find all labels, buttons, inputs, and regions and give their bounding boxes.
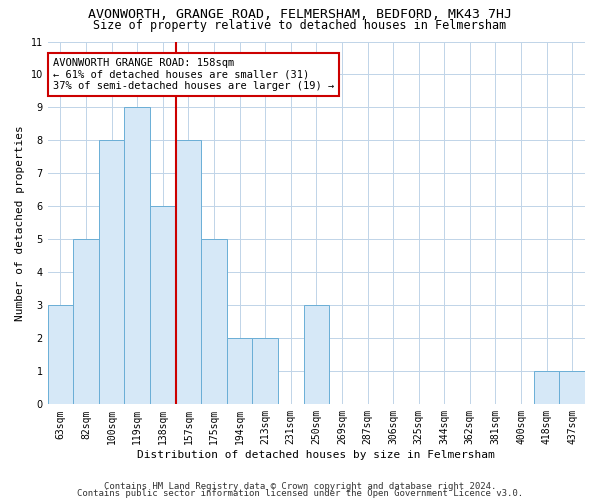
Bar [176,140,201,404]
Bar [559,372,585,404]
Text: Size of property relative to detached houses in Felmersham: Size of property relative to detached ho… [94,19,506,32]
Bar [201,240,227,404]
Text: Contains HM Land Registry data © Crown copyright and database right 2024.: Contains HM Land Registry data © Crown c… [104,482,496,491]
Bar [73,240,99,404]
Y-axis label: Number of detached properties: Number of detached properties [15,125,25,321]
Bar [124,108,150,405]
Bar [47,306,73,404]
Bar [304,306,329,404]
Text: AVONWORTH, GRANGE ROAD, FELMERSHAM, BEDFORD, MK43 7HJ: AVONWORTH, GRANGE ROAD, FELMERSHAM, BEDF… [88,8,512,20]
Bar [227,338,253,404]
Text: AVONWORTH GRANGE ROAD: 158sqm
← 61% of detached houses are smaller (31)
37% of s: AVONWORTH GRANGE ROAD: 158sqm ← 61% of d… [53,58,334,91]
Text: Contains public sector information licensed under the Open Government Licence v3: Contains public sector information licen… [77,489,523,498]
Bar [150,206,176,404]
Bar [253,338,278,404]
Bar [534,372,559,404]
Bar [99,140,124,404]
X-axis label: Distribution of detached houses by size in Felmersham: Distribution of detached houses by size … [137,450,495,460]
